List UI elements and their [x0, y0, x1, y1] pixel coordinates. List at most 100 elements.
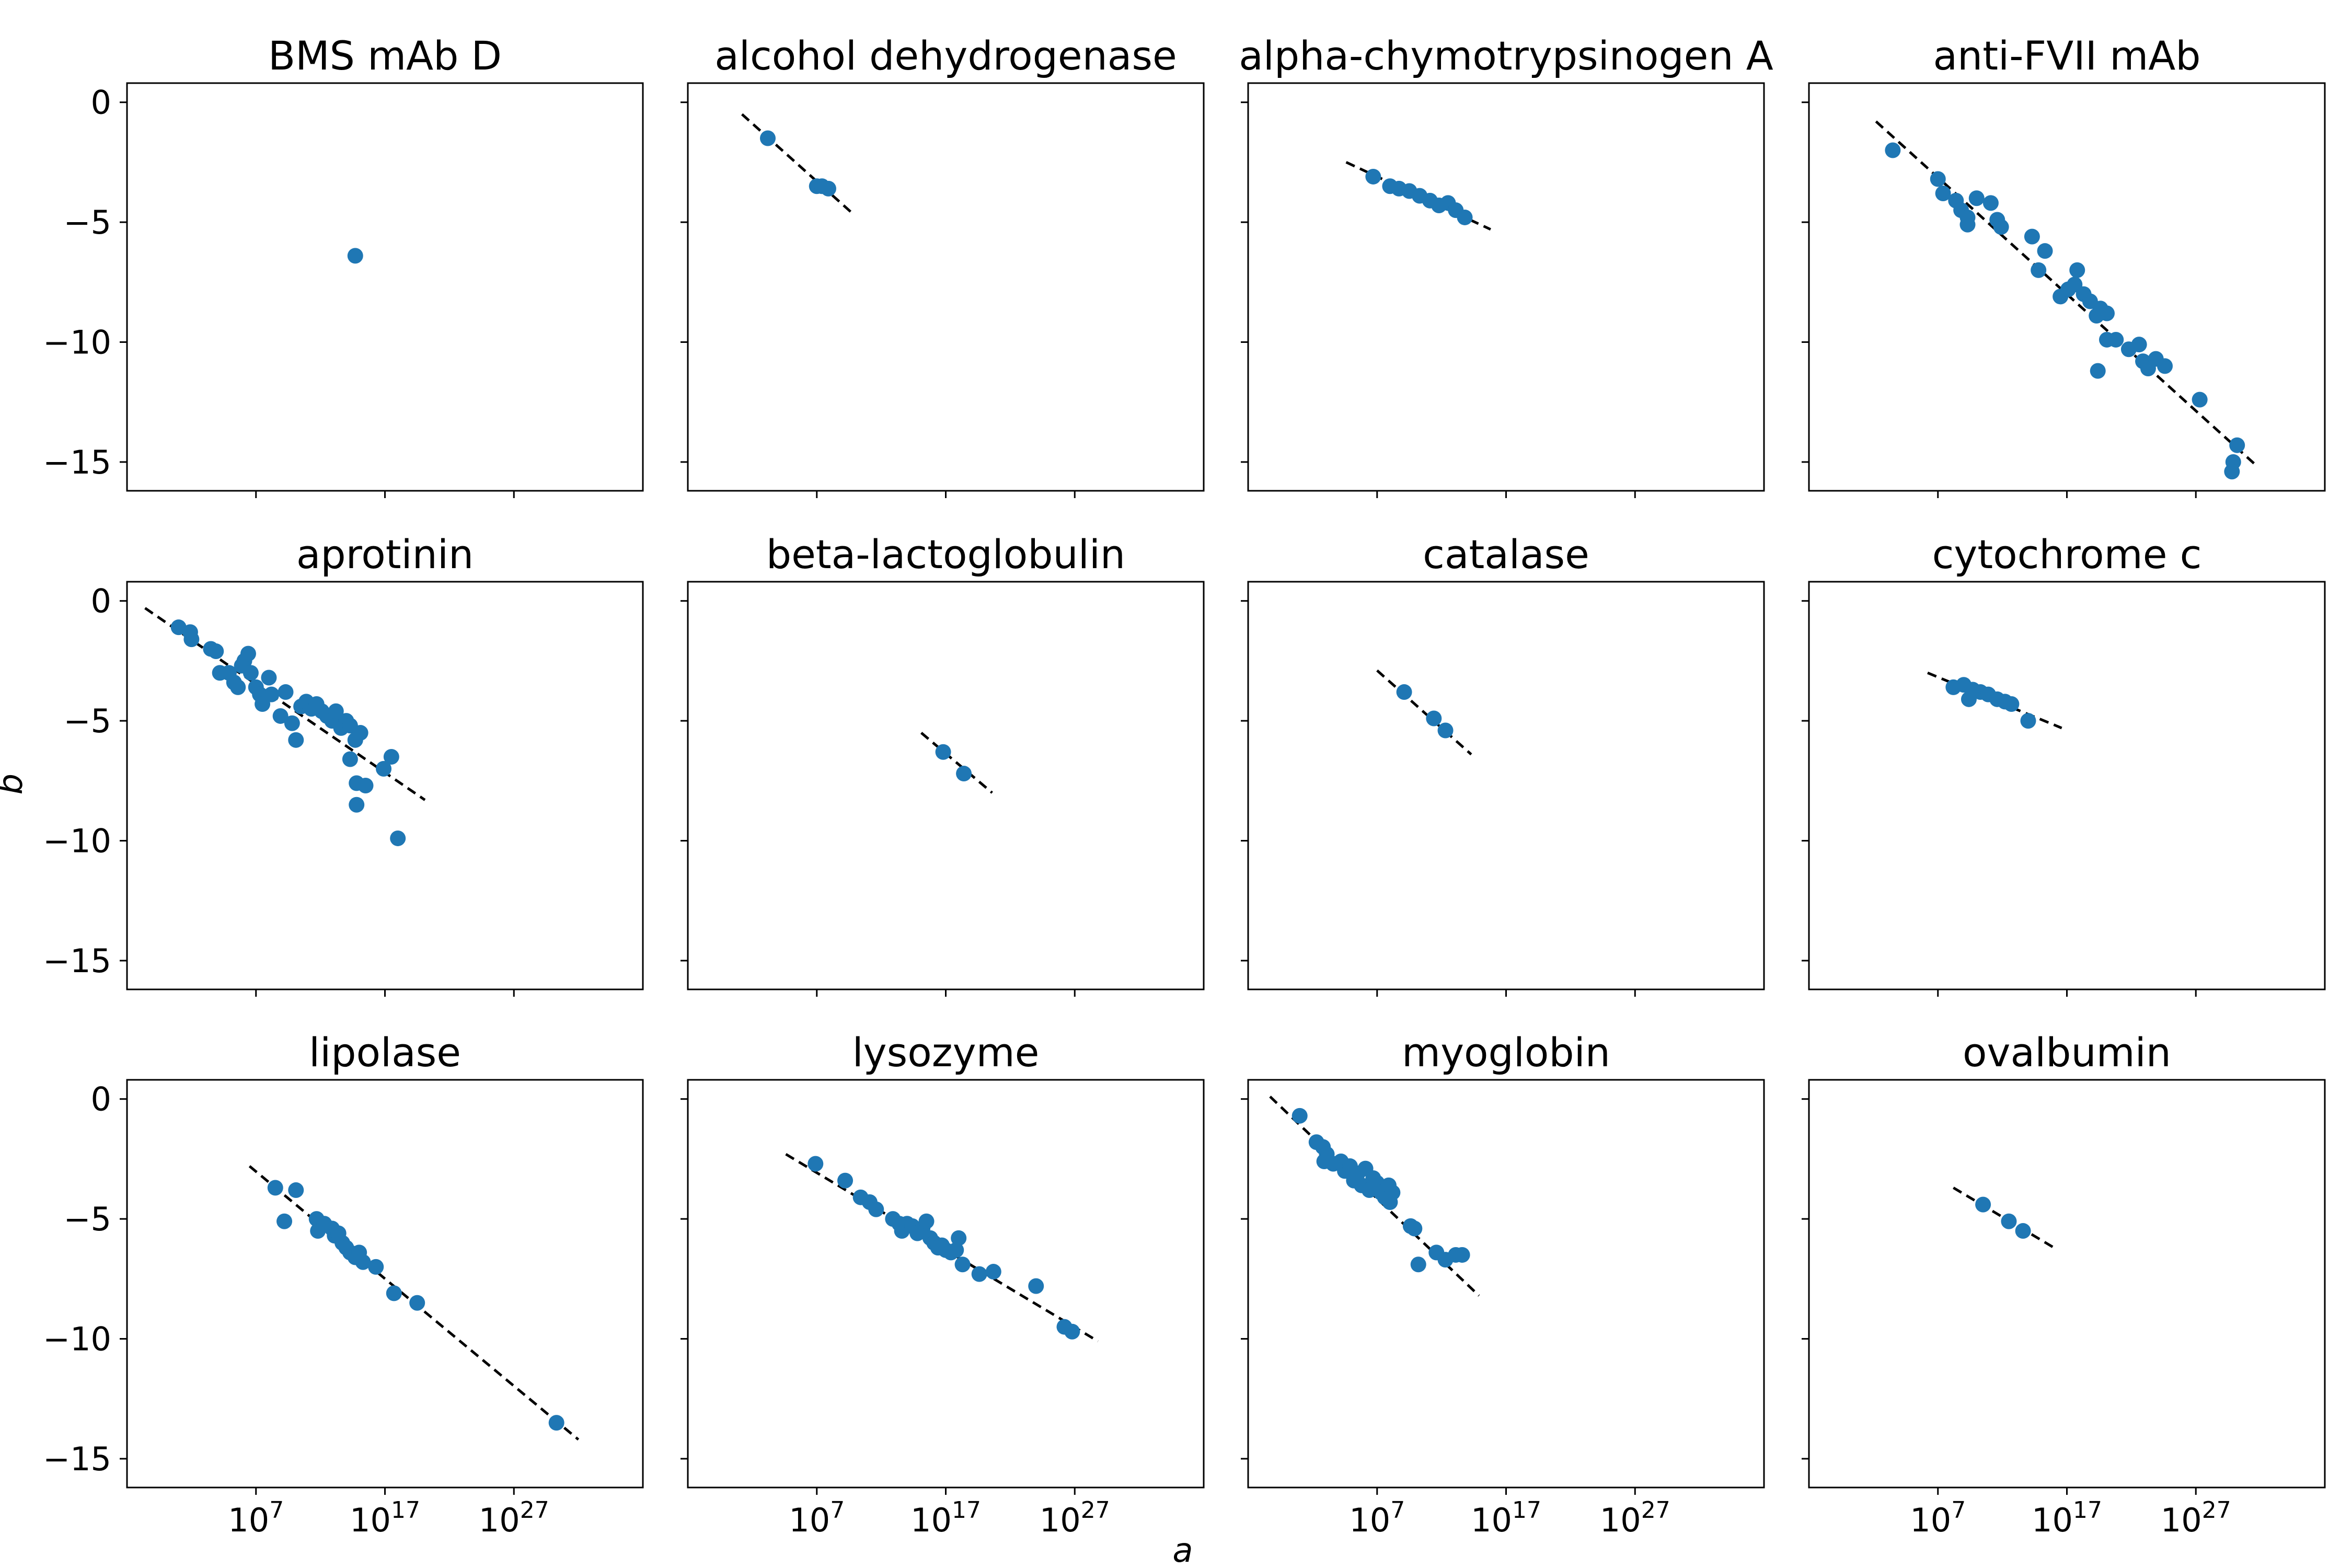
data-point: [2224, 464, 2240, 480]
data-point: [985, 1264, 1001, 1280]
data-point: [347, 248, 363, 264]
data-point: [1396, 684, 1412, 700]
y-tick-label: −10: [43, 1320, 111, 1358]
data-point: [272, 708, 289, 724]
x-tick-label: 1017: [1471, 1497, 1541, 1539]
data-point: [2020, 713, 2036, 729]
panel-5: beta-lactoglobulin: [681, 531, 1205, 997]
data-point: [1982, 195, 1999, 211]
panel-11: ovalbumin 107 1017 1027: [1802, 1029, 2326, 1539]
y-tick-label: −15: [43, 942, 111, 980]
panel-3: anti-FVII mAb: [1802, 32, 2326, 498]
data-point: [2108, 331, 2124, 348]
fit-line: [1953, 1186, 2055, 1249]
data-point: [1457, 209, 1473, 225]
data-point: [183, 631, 200, 648]
panel-9: lysozyme 107 1017 1027: [681, 1029, 1205, 1539]
fit-line: [741, 113, 853, 214]
panel-title: aprotinin: [296, 531, 474, 578]
data-point: [352, 725, 368, 741]
panel-grid: BMS mAb D 0 −5 −10 −15 alcohol dehydrogenase a…: [43, 32, 2326, 1539]
data-point: [2099, 305, 2115, 321]
y-tick-label: 0: [91, 1080, 111, 1119]
data-point: [1935, 186, 1951, 202]
data-point: [263, 686, 280, 702]
data-point: [2157, 358, 2173, 374]
data-point: [1406, 1220, 1423, 1237]
data-point: [276, 1213, 293, 1229]
data-point: [808, 1156, 824, 1172]
data-point: [328, 703, 344, 719]
data-point: [284, 715, 300, 731]
data-point: [1975, 1196, 1991, 1213]
y-tick-label: −15: [43, 1440, 111, 1478]
data-point: [1426, 710, 1442, 727]
panel-4: aprotinin 0 −5 −10 −15: [43, 531, 644, 997]
x-tick-label: 107: [1910, 1497, 1966, 1539]
panel-title: lysozyme: [852, 1029, 1040, 1076]
data-point: [1885, 142, 1901, 158]
y-tick-label: −5: [64, 203, 111, 241]
x-tick-label: 107: [1349, 1497, 1405, 1539]
fit-line: [1376, 669, 1472, 756]
data-point: [971, 1266, 987, 1282]
data-point: [2229, 437, 2245, 453]
data-point: [409, 1295, 425, 1311]
data-point: [288, 732, 304, 748]
y-axis-label: b: [0, 774, 30, 795]
data-point: [278, 684, 294, 700]
panel-title: alpha-chymotrypsinogen A: [1239, 32, 1773, 79]
y-tick-label: 0: [91, 84, 111, 122]
panel-7: cytochrome c: [1802, 531, 2326, 997]
data-point: [261, 670, 277, 686]
data-point: [2037, 243, 2053, 259]
data-point: [2024, 228, 2040, 245]
panel-title: catalase: [1423, 531, 1589, 578]
data-point: [383, 748, 399, 765]
data-point: [948, 1242, 964, 1258]
data-point: [2001, 1213, 2017, 1229]
x-tick-label: 1017: [2032, 1497, 2102, 1539]
y-tick-label: −10: [43, 822, 111, 860]
y-tick-label: −5: [64, 1200, 111, 1238]
data-point: [2015, 1223, 2031, 1239]
panel-1: alcohol dehydrogenase: [681, 32, 1205, 498]
data-point: [1993, 219, 2009, 235]
panel-title: beta-lactoglobulin: [766, 531, 1125, 578]
panel-6: catalase: [1241, 531, 1765, 997]
data-point: [868, 1201, 884, 1217]
x-tick-label: 107: [228, 1497, 284, 1539]
data-point: [2031, 262, 2047, 278]
panel-title: anti-FVII mAb: [1933, 32, 2200, 79]
data-point: [243, 665, 259, 681]
data-point: [1385, 1184, 1401, 1201]
panel-title: lipolase: [309, 1029, 461, 1076]
panel-title: alcohol dehydrogenase: [714, 32, 1177, 79]
fit-line: [920, 732, 993, 794]
x-tick-label: 107: [789, 1497, 845, 1539]
data-point: [267, 1180, 283, 1196]
data-point: [355, 1254, 371, 1270]
data-point: [230, 679, 246, 695]
data-point: [208, 643, 224, 660]
fit-line: [1875, 120, 2259, 468]
data-point: [386, 1285, 402, 1301]
data-point: [1365, 168, 1381, 185]
data-point: [951, 1230, 967, 1246]
data-point: [240, 645, 256, 662]
panel-title: ovalbumin: [1963, 1029, 2171, 1076]
data-point: [2192, 391, 2208, 408]
data-point: [1410, 1256, 1426, 1273]
data-point: [368, 1259, 384, 1275]
panel-2: alpha-chymotrypsinogen A: [1239, 32, 1773, 498]
data-point: [1968, 190, 1985, 206]
data-point: [759, 130, 776, 146]
data-point: [2131, 337, 2147, 353]
data-point: [1930, 171, 1946, 187]
data-point: [1292, 1108, 1308, 1124]
panel-10: myoglobin 107 1017 1027: [1241, 1029, 1765, 1539]
data-point: [2069, 262, 2085, 278]
panel-title: cytochrome c: [1932, 531, 2202, 578]
data-point: [2003, 696, 2020, 712]
